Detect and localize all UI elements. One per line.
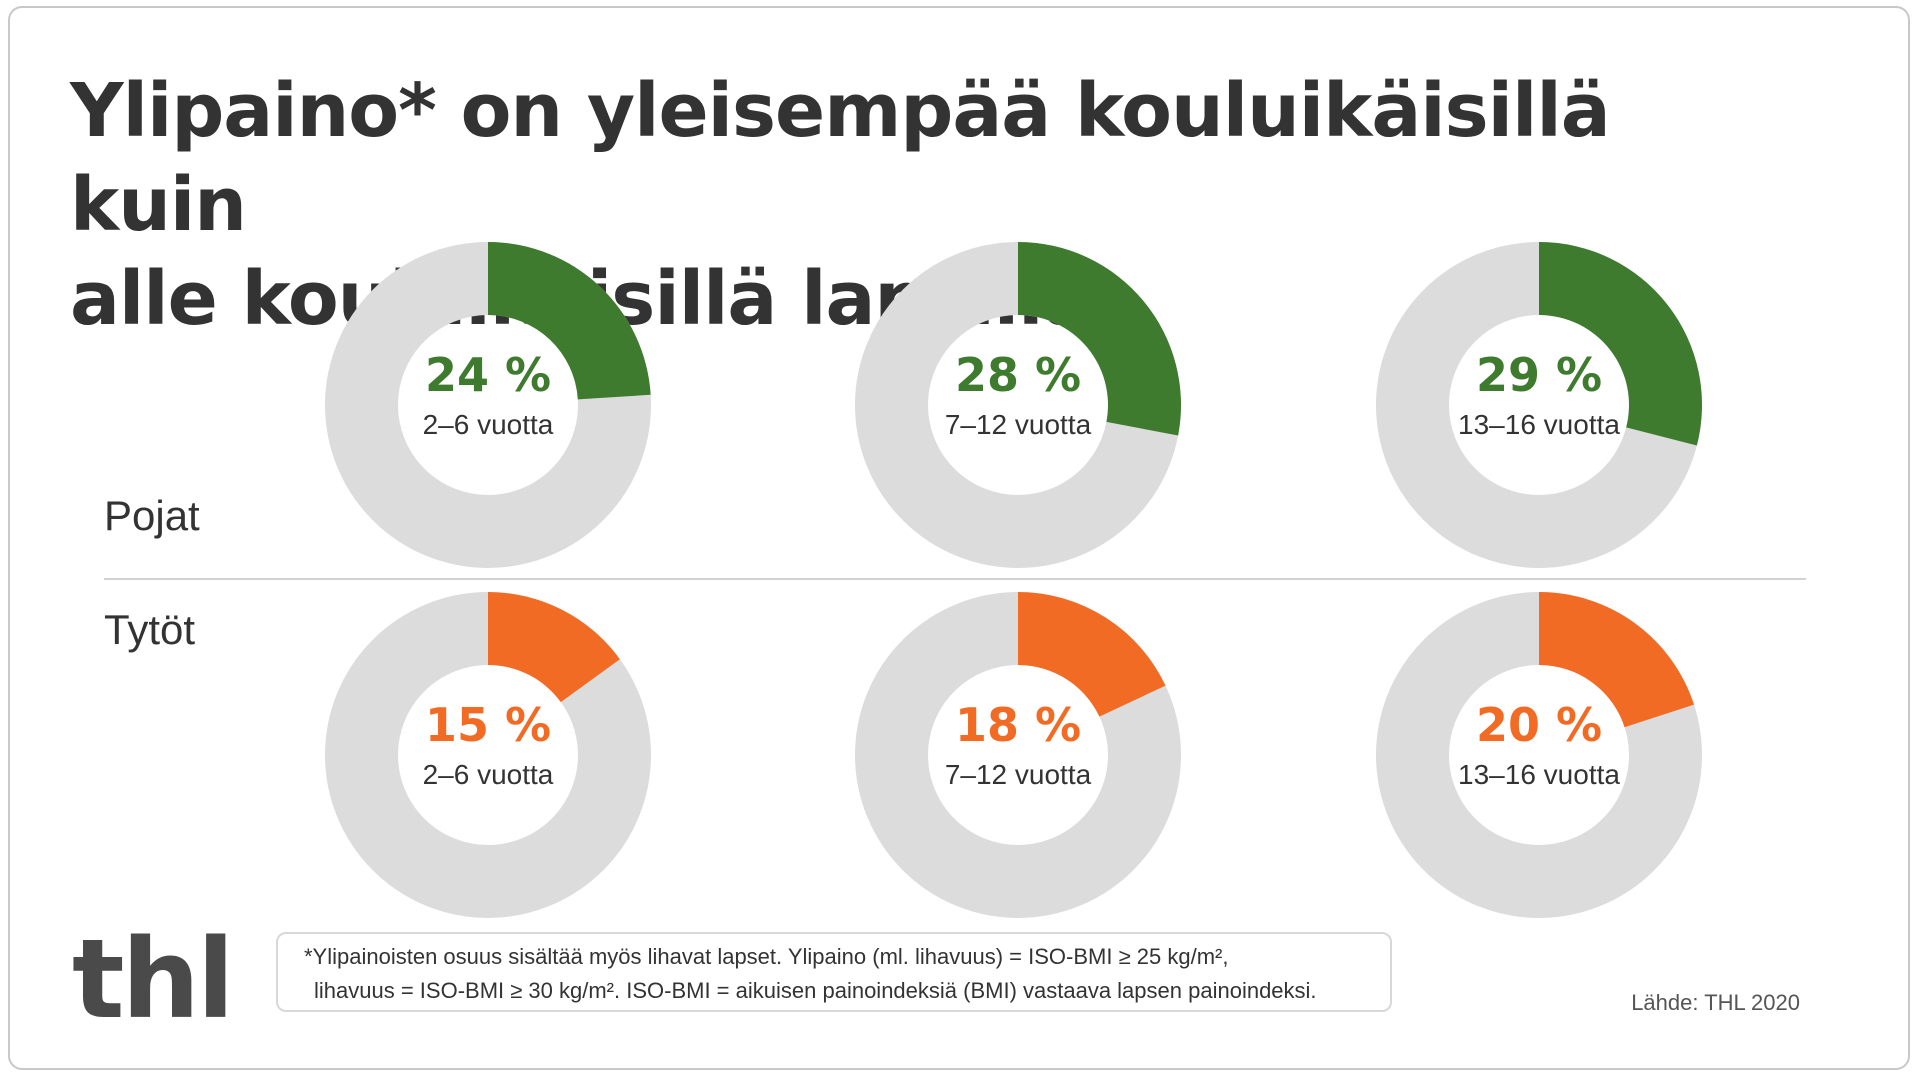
donut-girls-2-6: 15 % 2–6 vuotta — [323, 590, 653, 920]
donut-slice — [1018, 242, 1181, 436]
footnote-line-2: lihavuus = ISO-BMI ≥ 30 kg/m². ISO-BMI =… — [314, 978, 1317, 1003]
source-label: Lähde: THL 2020 — [1631, 990, 1800, 1015]
thl-logo: thl — [72, 915, 235, 1043]
donut-slice — [488, 592, 620, 703]
donut-slice — [1539, 242, 1702, 446]
donut-age-label: 2–6 vuotta — [422, 759, 554, 790]
donut-value-label: 24 % — [424, 348, 552, 402]
donut-slice — [1539, 592, 1695, 728]
footnote-line-1: *Ylipainoisten osuus sisältää myös lihav… — [304, 944, 1229, 969]
donut-value-label: 20 % — [1475, 698, 1603, 752]
donut-value-label: 18 % — [954, 698, 1082, 752]
donut-svg — [855, 592, 1181, 918]
donut-slice — [1018, 592, 1166, 717]
group-label-boys: Pojat — [104, 492, 200, 539]
donut-boys-13-16: 29 % 13–16 vuotta — [1374, 240, 1704, 570]
donut-svg — [325, 592, 651, 918]
donut-age-label: 13–16 vuotta — [1458, 759, 1620, 790]
donut-value-label: 15 % — [424, 698, 552, 752]
footnote-box: *Ylipainoisten osuus sisältää myös lihav… — [276, 932, 1392, 1012]
donut-svg — [325, 242, 651, 568]
donut-svg — [1376, 592, 1702, 918]
group-label-girls: Tytöt — [104, 606, 196, 653]
donut-girls-13-16: 20 % 13–16 vuotta — [1374, 590, 1704, 920]
group-divider — [104, 578, 1806, 580]
donut-age-label: 2–6 vuotta — [422, 409, 554, 440]
donut-value-label: 28 % — [954, 348, 1082, 402]
donut-age-label: 7–12 vuotta — [944, 759, 1092, 790]
donut-value-label: 29 % — [1475, 348, 1603, 402]
donut-svg — [1376, 242, 1702, 568]
donut-slice — [488, 242, 651, 400]
donut-svg — [855, 242, 1181, 568]
donut-age-label: 13–16 vuotta — [1458, 409, 1620, 440]
donut-boys-7-12: 28 % 7–12 vuotta — [853, 240, 1183, 570]
title-line-1: Ylipaino* on yleisempää kouluikäisillä k… — [70, 68, 1611, 248]
donut-boys-2-6: 24 % 2–6 vuotta — [323, 240, 653, 570]
donut-age-label: 7–12 vuotta — [944, 409, 1092, 440]
donut-girls-7-12: 18 % 7–12 vuotta — [853, 590, 1183, 920]
